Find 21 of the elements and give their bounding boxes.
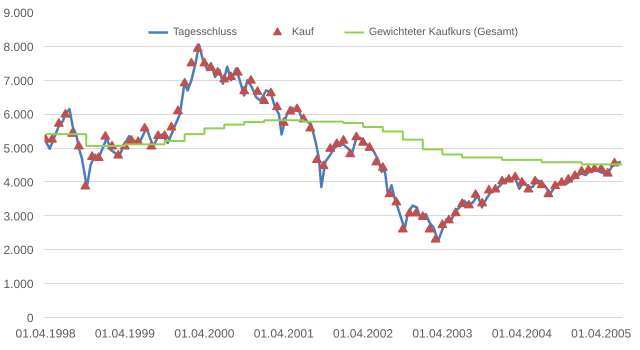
legend-label: Gewichteter Kaufkurs (Gesamt) [368, 26, 518, 38]
y-tick-label: 0 [26, 311, 34, 325]
x-tick-label: 01.04.2002 [333, 326, 394, 340]
y-tick-label: 3.000 [3, 209, 34, 224]
y-tick-label: 5.000 [3, 142, 34, 156]
y-tick-label: 7.000 [3, 74, 34, 88]
x-tick-label: 01.04.2000 [174, 326, 235, 340]
y-tick-label: 4.000 [3, 175, 34, 190]
y-tick-label: 6.000 [3, 108, 34, 122]
x-tick-label: 01.04.2003 [412, 326, 473, 340]
x-tick-label: 01.04.2001 [254, 326, 314, 340]
legend-label: Kauf [292, 26, 314, 38]
y-tick-label: 9.000 [3, 6, 34, 20]
y-tick-label: 8.000 [3, 40, 34, 54]
x-tick-label: 01.04.1999 [94, 326, 156, 340]
y-tick-label: 2.000 [3, 243, 34, 258]
x-tick-label: 01.04.2004 [492, 326, 552, 340]
x-tick-label: 01.04.1998 [16, 326, 76, 340]
legend-label: Tagesschluss [172, 26, 237, 38]
y-tick-label: 1.000 [3, 277, 34, 292]
x-tick-label: 01.04.2005 [571, 326, 632, 340]
